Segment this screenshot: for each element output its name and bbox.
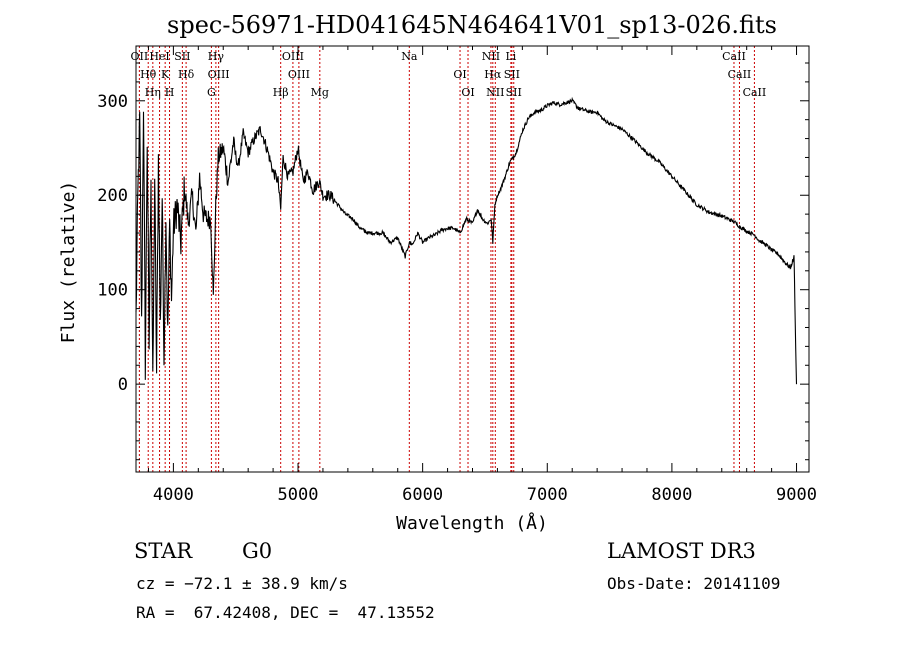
line-marker-label: OI bbox=[453, 68, 466, 81]
spectral-line-markers bbox=[138, 46, 755, 472]
line-marker-label: OIII bbox=[208, 68, 230, 81]
line-marker-label: SII bbox=[504, 68, 520, 81]
observation-date: Obs-Date: 20141109 bbox=[607, 574, 781, 593]
line-marker-label: Hθ bbox=[140, 68, 157, 81]
object-subclass: G0 bbox=[242, 539, 273, 563]
line-marker-label: OII bbox=[131, 50, 149, 63]
x-tick-label: 7000 bbox=[527, 485, 568, 505]
y-tick-label: 300 bbox=[97, 92, 128, 112]
y-tick-label: 200 bbox=[97, 186, 128, 206]
chart-title: spec-56971-HD041645N464641V01_sp13-026.f… bbox=[167, 11, 777, 39]
line-marker-label: Hδ bbox=[178, 68, 195, 81]
line-marker-label: SII bbox=[506, 86, 522, 99]
x-axis-label: Wavelength (Å) bbox=[396, 512, 548, 534]
line-marker-label: CaII bbox=[728, 68, 752, 81]
line-marker-label: OIII bbox=[288, 68, 310, 81]
line-marker-label: K bbox=[161, 68, 170, 81]
line-marker-label: Hγ bbox=[208, 50, 225, 63]
object-class: STAR bbox=[134, 539, 193, 563]
line-marker-label: Mg bbox=[311, 86, 329, 99]
line-marker-label: NII bbox=[482, 50, 500, 63]
flux-series-line bbox=[135, 96, 798, 385]
line-marker-label: OIII bbox=[282, 50, 304, 63]
line-marker-label: SII bbox=[174, 50, 190, 63]
line-marker-label: CaII bbox=[722, 50, 746, 63]
line-marker-label: Na bbox=[401, 50, 418, 63]
x-tick-label: 6000 bbox=[402, 485, 443, 505]
line-marker-label: OI bbox=[461, 86, 474, 99]
line-marker-label: G bbox=[207, 86, 216, 99]
line-marker-label: Hα bbox=[484, 68, 502, 81]
x-axis: 4000 5000 6000 7000 8000 9000 bbox=[147, 46, 817, 505]
spectral-line-labels: OIIHθHηHeIKHSIIHδGHγOIIIHβOIIIOIIIMgNaOI… bbox=[131, 50, 767, 99]
ra-dec-coordinates: RA = 67.42408, DEC = 47.13552 bbox=[136, 603, 435, 622]
line-marker-label: Hβ bbox=[273, 86, 289, 99]
survey-name: LAMOST DR3 bbox=[607, 539, 756, 563]
x-tick-label: 5000 bbox=[278, 485, 319, 505]
plot-frame bbox=[135, 45, 810, 473]
y-tick-label: 0 bbox=[118, 375, 128, 395]
y-tick-label: 100 bbox=[97, 281, 128, 301]
redshift-cz: cz = −72.1 ± 38.9 km/s bbox=[136, 574, 348, 593]
y-axis: 0 100 200 300 bbox=[97, 62, 809, 461]
x-tick-label: 4000 bbox=[153, 485, 194, 505]
line-marker-label: CaII bbox=[743, 86, 767, 99]
line-marker-label: HeI bbox=[149, 50, 169, 63]
line-marker-label: H bbox=[165, 86, 175, 99]
line-marker-label: NII bbox=[486, 86, 504, 99]
line-marker-label: Li bbox=[505, 50, 516, 63]
line-marker-label: Hη bbox=[145, 86, 161, 99]
y-axis-label: Flux (relative) bbox=[58, 181, 79, 344]
x-tick-label: 9000 bbox=[776, 485, 817, 505]
x-tick-label: 8000 bbox=[651, 485, 692, 505]
